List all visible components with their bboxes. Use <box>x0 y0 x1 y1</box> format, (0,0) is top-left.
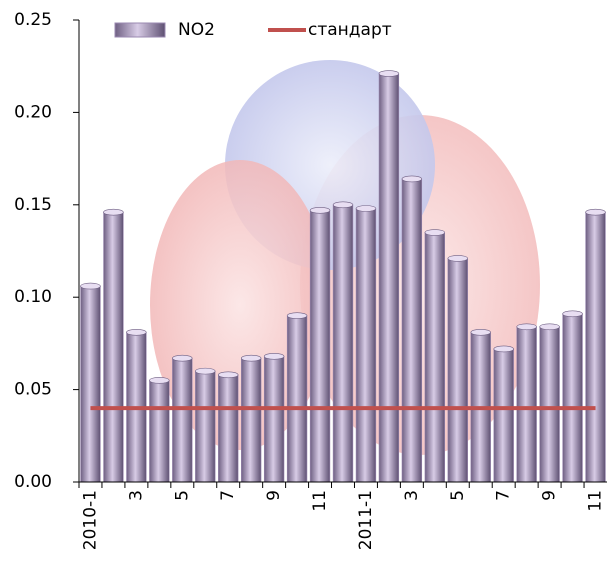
bar-cap <box>287 313 307 319</box>
x-tick-label: 5 <box>448 490 468 501</box>
bar <box>149 380 169 482</box>
y-tick-label: 0.10 <box>14 287 52 307</box>
bar-cap <box>149 377 169 383</box>
x-tick-label: 9 <box>264 490 284 501</box>
bar <box>563 314 583 482</box>
bar <box>356 208 376 482</box>
bar-cap <box>586 209 606 215</box>
bar <box>517 327 537 482</box>
bar <box>218 375 238 482</box>
bar <box>104 212 124 482</box>
bar-cap <box>81 283 101 289</box>
legend-label: NO2 <box>178 20 215 40</box>
x-tick-label: 2011-1 <box>356 490 376 550</box>
bar-cap <box>494 346 514 352</box>
x-tick-label: 9 <box>540 490 560 501</box>
bar-cap <box>310 207 330 213</box>
bar <box>310 210 330 482</box>
bar <box>195 371 215 482</box>
bar-cap <box>402 176 422 182</box>
bar <box>172 358 192 482</box>
x-tick-label: 5 <box>172 490 192 501</box>
page: {"chart_data": {"type": "bar", "categori… <box>0 0 608 573</box>
bar-cap <box>264 353 284 359</box>
bar-cap <box>195 368 215 374</box>
bar-cap <box>540 324 560 330</box>
chart: 0.00 0.05 0.10 0.15 0.20 0.25 2010-1 3 5 7 9 11 2011… <box>0 0 608 569</box>
x-tick-label: 3 <box>402 490 422 501</box>
y-tick-label: 0.20 <box>14 102 52 122</box>
bar-cap <box>218 372 238 378</box>
y-tick-label: 0.25 <box>14 10 52 30</box>
bar-cap <box>471 329 491 335</box>
bar <box>379 74 399 482</box>
bar <box>241 358 261 482</box>
bar <box>287 316 307 482</box>
bar <box>494 349 514 482</box>
bar-cap <box>241 355 261 361</box>
bar <box>540 327 560 482</box>
bar-cap <box>333 202 353 208</box>
y-tick-label: 0.15 <box>14 195 52 215</box>
bar <box>425 233 445 482</box>
bar <box>81 286 101 482</box>
bar-cap <box>356 205 376 211</box>
bar-cap <box>517 324 537 330</box>
bar-cap <box>425 230 445 236</box>
x-tick-label: 7 <box>218 490 238 501</box>
bar <box>586 212 606 482</box>
bar <box>448 258 468 482</box>
bar-cap <box>563 311 583 317</box>
legend-label: стандарт <box>308 20 392 40</box>
bar <box>333 205 353 482</box>
bar-cap <box>448 255 468 261</box>
x-tick-label: 11 <box>310 490 330 512</box>
bar-cap <box>379 71 399 77</box>
bar <box>402 179 422 482</box>
bar-cap <box>127 329 147 335</box>
legend-swatch <box>115 23 165 37</box>
x-tick-label: 3 <box>126 490 146 501</box>
x-tick-label: 7 <box>494 490 514 501</box>
x-tick-label: 11 <box>586 490 606 512</box>
x-tick-label: 2010-1 <box>80 490 100 550</box>
y-tick-label: 0.00 <box>14 472 52 492</box>
bar-cap <box>104 209 124 215</box>
y-tick-label: 0.05 <box>14 380 52 400</box>
bar <box>264 356 284 482</box>
bar-cap <box>172 355 192 361</box>
